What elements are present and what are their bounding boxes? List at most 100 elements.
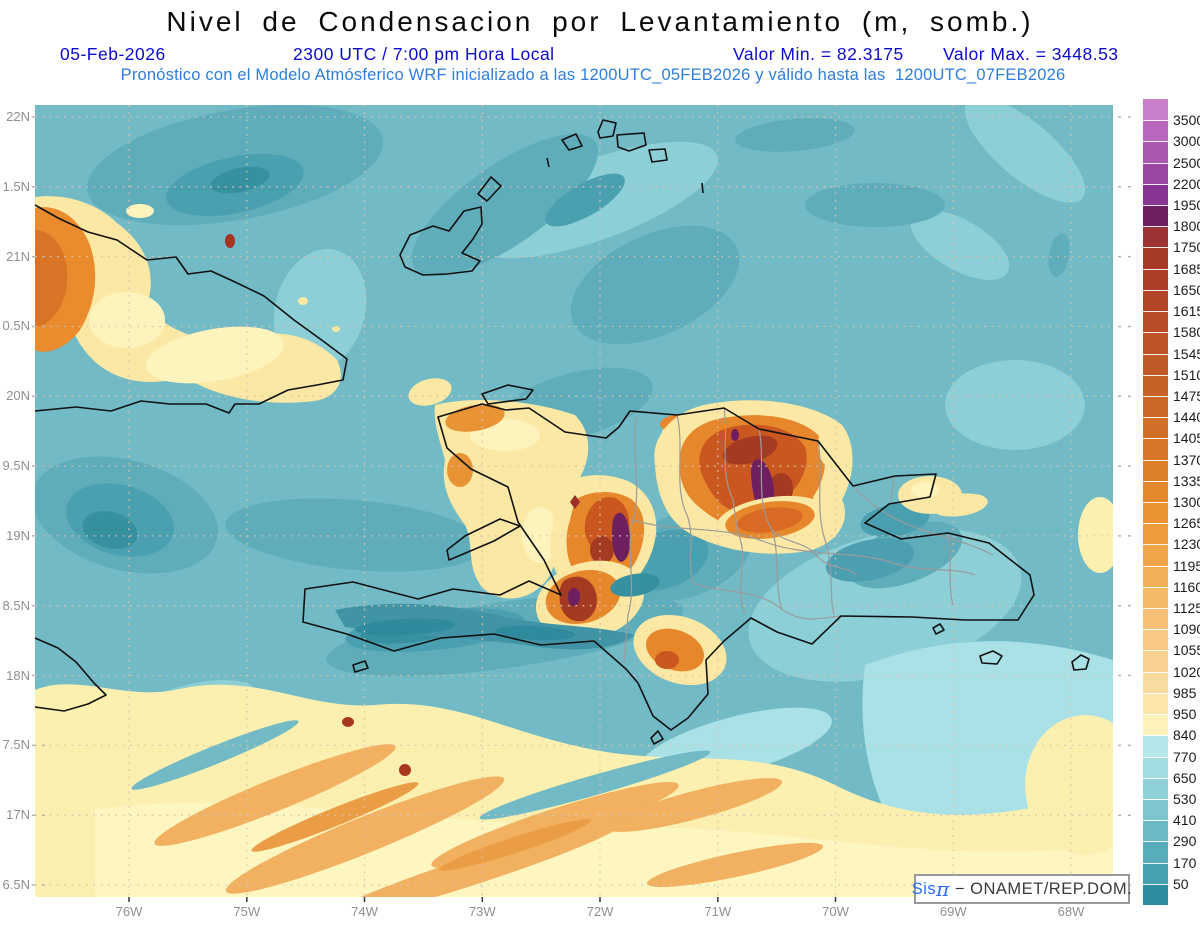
colorbar-segment [1143, 120, 1168, 141]
colorbar-label: 1510 [1173, 366, 1200, 383]
colorbar-label: 410 [1173, 812, 1197, 829]
colorbar-label: 2200 [1173, 175, 1200, 192]
x-axis-label: 68W [1057, 904, 1085, 919]
colorbar-label: 1300 [1173, 494, 1200, 510]
colorbar-label: 3000 [1173, 133, 1200, 150]
colorbar-label: 290 [1173, 833, 1197, 850]
caicos-islands [616, 132, 647, 152]
colorbar-segment [1143, 460, 1168, 481]
colorbar-label: 770 [1173, 748, 1197, 765]
max-value-label: Valor Max. = 3448.53 [943, 44, 1119, 64]
y-axis-label: 0.5N [2, 318, 30, 334]
x-axis-label: 73W [468, 904, 496, 919]
colorbar-label: 950 [1173, 706, 1197, 723]
colorbar-label: 1020 [1173, 663, 1200, 680]
colorbar-label: 530 [1173, 790, 1197, 807]
colorbar-label: 50 [1173, 875, 1189, 892]
colorbar-label: 1615 [1173, 303, 1200, 320]
y-axis-label: 19N [6, 527, 30, 543]
colorbar-segment [1143, 163, 1168, 184]
colorbar-segment [1143, 332, 1168, 354]
colorbar-label: 1160 [1173, 578, 1200, 595]
colorbar-segment [1143, 608, 1168, 629]
caicos-islands [561, 133, 583, 151]
min-value-label: Valor Min. = 82.3175 [733, 44, 904, 64]
x-axis-label: 74W [351, 904, 378, 919]
model-run-line: Pronóstico con el Modelo Atmósferico WRF… [120, 66, 1066, 84]
colorbar-segment [1143, 841, 1168, 863]
cuba-warm-zone [35, 196, 452, 406]
x-axis-label: 75W [233, 904, 261, 919]
colorbar-label: 1685 [1173, 260, 1200, 277]
colorbar-segment [1143, 757, 1168, 778]
x-axis-label: 70W [822, 904, 849, 919]
y-axis-label: 17N [6, 807, 30, 823]
axis-ticks [32, 116, 1131, 902]
x-axis-label: 71W [704, 904, 732, 919]
colorbar-segment [1143, 650, 1168, 672]
colorbar-segment [1143, 502, 1168, 523]
caicos-islands [597, 119, 617, 139]
y-axis-label: 7.5N [2, 737, 30, 753]
colorbar-label: 1405 [1173, 430, 1200, 447]
page-title: Nivel de Condensacion por Levantamiento … [166, 6, 1034, 37]
colorbar-label: 170 [1173, 854, 1197, 871]
beata-island [650, 730, 664, 745]
watermark-separator: − [949, 879, 971, 898]
jamaica-coastline [34, 637, 107, 712]
gonave-island [446, 518, 521, 561]
caicos-islands [648, 148, 668, 163]
colorbar-label: 1950 [1173, 197, 1200, 214]
colorbar-segment [1143, 799, 1168, 820]
colorbar-segment [1143, 354, 1168, 375]
sea-red-dots [342, 717, 411, 776]
colorbar-label: 1230 [1173, 536, 1200, 553]
small-cay [546, 157, 550, 168]
y-axis-label: 9.5N [2, 458, 30, 474]
colorbar-segment [1143, 566, 1168, 587]
colorbar-label: 1090 [1173, 621, 1200, 638]
colorbar-segment [1143, 311, 1168, 332]
colorbar-label: 1475 [1173, 387, 1200, 404]
colorbar-label: 1800 [1173, 218, 1200, 235]
coastlines [34, 119, 1090, 745]
y-axis-label: 21N [6, 248, 30, 264]
y-axis-label: 20N [6, 388, 30, 404]
x-axis-label: 76W [115, 904, 143, 919]
watermark-sis: Sis [911, 879, 937, 898]
y-axis-label: 8.5N [2, 597, 30, 613]
colorbar-segment [1143, 375, 1168, 396]
colorbar-segment [1143, 587, 1168, 608]
forecast-date: 05-Feb-2026 [60, 44, 166, 64]
ile-a-vache [352, 660, 369, 673]
colorbar-segment [1143, 438, 1168, 460]
y-axis-label: 6.5N [2, 877, 30, 893]
colorbar-segment [1143, 735, 1168, 757]
colorbar-label: 1055 [1173, 642, 1200, 659]
watermark-org: ONAMET/REP.DOM. [970, 879, 1133, 898]
colorbar-segment [1143, 863, 1168, 884]
colorbar-segment [1143, 672, 1168, 693]
colorbar-label: 840 [1173, 727, 1197, 744]
colorbar-segment [1143, 184, 1168, 205]
great-inagua-island [399, 206, 483, 276]
colorbar-segment [1143, 629, 1168, 650]
colorbar-segment [1143, 205, 1168, 226]
colorbar-segment [1143, 141, 1168, 163]
forecast-time: 2300 UTC / 7:00 pm Hora Local [293, 44, 555, 64]
colorbar-label: 650 [1173, 769, 1197, 786]
colorbar-label: 1370 [1173, 451, 1200, 468]
colorbar-segment [1143, 247, 1168, 269]
x-axis-label: 72W [586, 904, 614, 919]
colorbar-segment [1143, 417, 1168, 438]
y-axis-label: 22N [6, 109, 30, 124]
y-axis-label: 1.5N [2, 178, 30, 194]
x-axis-label: 69W [939, 904, 967, 919]
colorbar-segment [1143, 269, 1168, 290]
pi-icon: π [936, 877, 950, 901]
colorbar-segment [1143, 99, 1168, 120]
map-shading [35, 105, 1113, 897]
colorbar-label: 1335 [1173, 472, 1200, 489]
colorbar-label: 1440 [1173, 409, 1200, 426]
